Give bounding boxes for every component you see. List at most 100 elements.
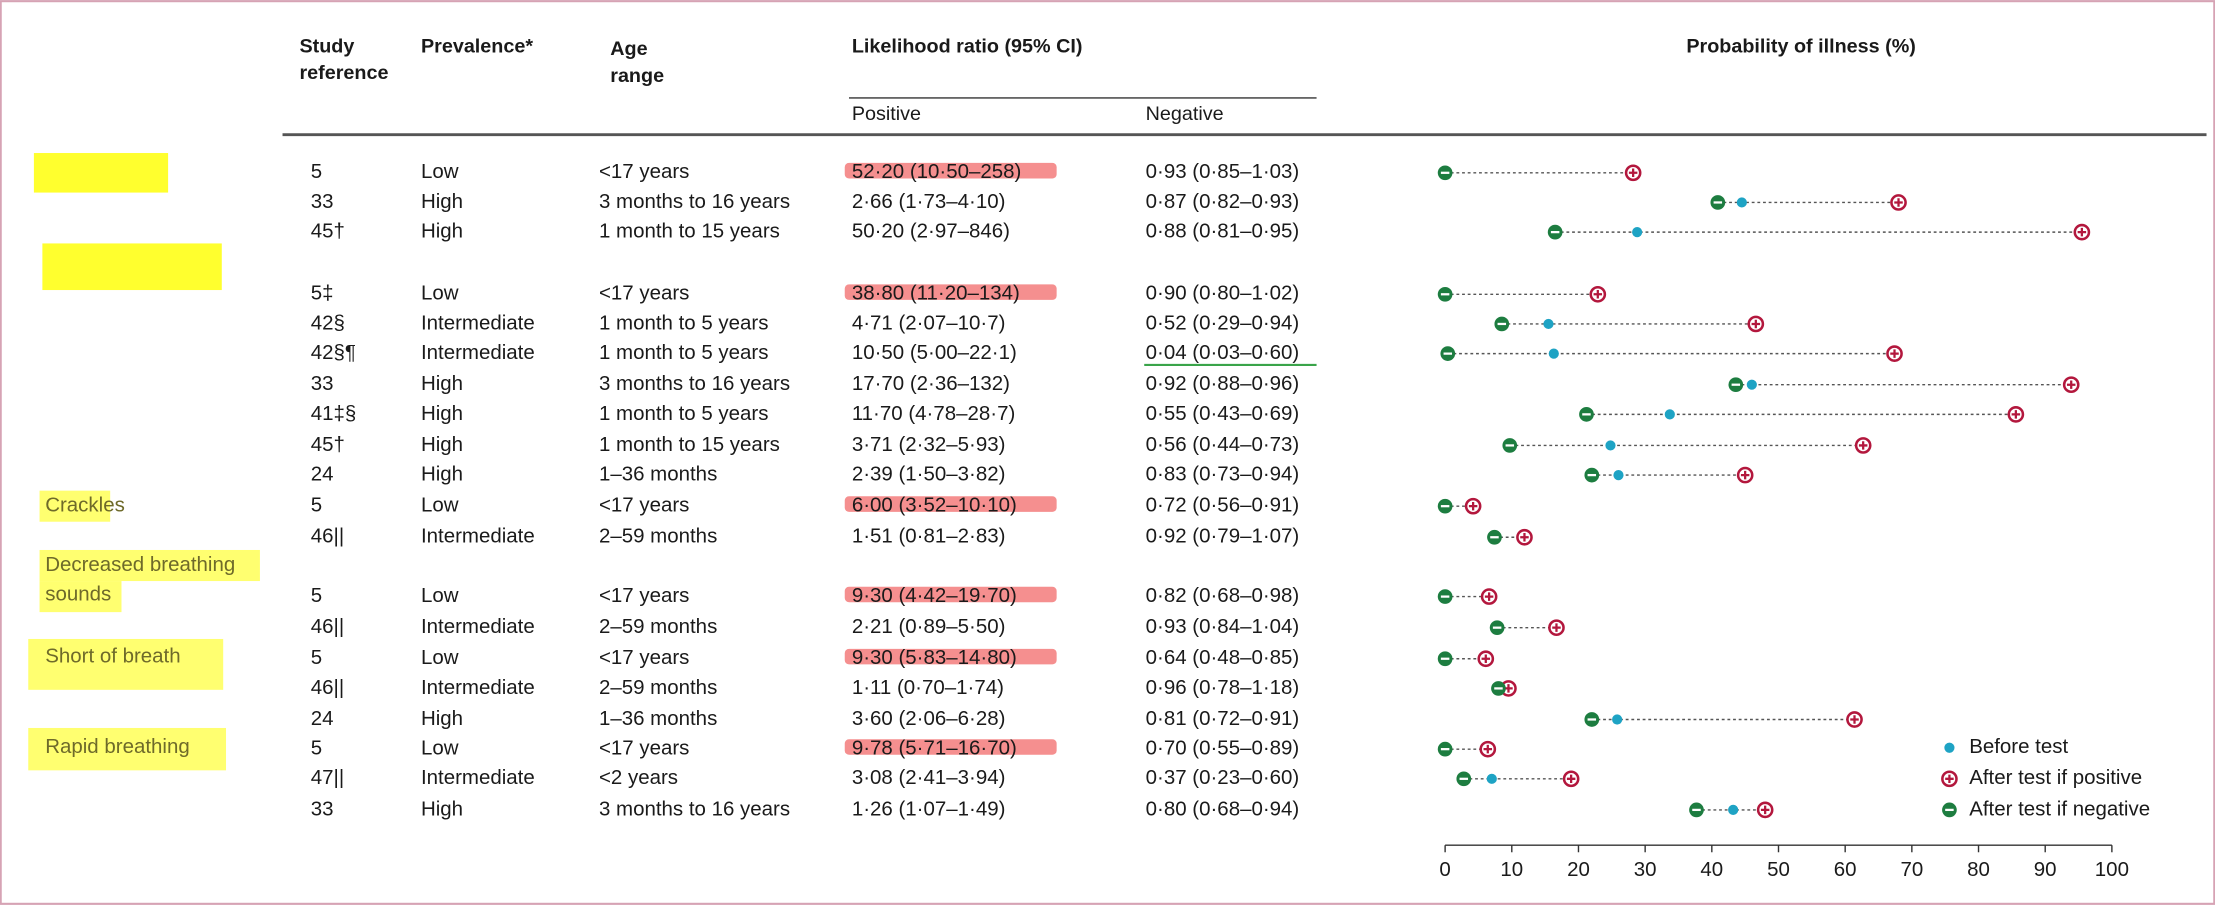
cell: 0·88 (0·81–0·95) <box>1146 220 1300 243</box>
cell: 2·39 (1·50–3·82) <box>852 463 1006 486</box>
cell: 1–36 months <box>599 463 717 486</box>
positive-marker <box>1589 285 1607 303</box>
marker-plus <box>1890 349 1899 358</box>
negative-marker <box>1487 529 1502 545</box>
cell: 2–59 months <box>599 525 717 548</box>
positive-marker <box>1846 711 1863 728</box>
cell: 1–36 months <box>599 707 717 730</box>
before-marker <box>1612 714 1623 725</box>
positive-marker <box>1747 315 1765 333</box>
negative-marker <box>1437 741 1453 757</box>
cell: 38·80 (11·20–134) <box>852 282 1020 305</box>
marker-plus <box>1945 774 1954 784</box>
positive-marker <box>1624 164 1642 182</box>
cell: Intermediate <box>421 341 535 364</box>
positive-marker <box>2062 376 2080 394</box>
header-text: Positive <box>852 103 921 125</box>
header-text: Negative <box>1146 103 1224 125</box>
negative-marker <box>1437 165 1453 181</box>
cell: Intermediate <box>421 766 535 789</box>
red-highlight <box>844 586 1057 603</box>
marker-plus <box>2011 410 2021 419</box>
positive-marker <box>2007 406 2025 423</box>
cell: 9·30 (4·42–19·70) <box>852 584 1017 607</box>
cell: 9·78 (5·71–16·70) <box>852 737 1017 760</box>
before-marker <box>1728 804 1739 815</box>
negative-marker <box>1579 407 1594 422</box>
cell: 46|| <box>311 676 344 699</box>
cell: 42§ <box>311 311 345 334</box>
before-marker <box>1632 227 1643 238</box>
before-marker <box>1548 348 1559 359</box>
header-text: Probability of illness (%) <box>1686 35 1916 57</box>
cell: 0·72 (0·56–0·91) <box>1146 494 1300 517</box>
marker-plus <box>1468 501 1478 511</box>
before-marker <box>1486 773 1497 784</box>
negative-marker <box>1728 377 1744 393</box>
cell: 5 <box>311 494 322 517</box>
cell: 9·30 (5·83–14·80) <box>852 646 1017 669</box>
cell: 1·11 (0·70–1·74) <box>852 676 1004 699</box>
cell: 0·93 (0·84–1·04) <box>1146 615 1300 638</box>
row-label: Crackles <box>45 494 125 517</box>
positive-marker <box>1479 740 1497 758</box>
negative-marker <box>1437 286 1453 302</box>
cell: 0·04 (0·03–0·60) <box>1146 341 1300 364</box>
x-tick-label: 0 <box>1439 858 1450 881</box>
table-body: 5 Low <17 years 52·20 (10·50–258) 0·93 (0·85… <box>311 160 2150 881</box>
marker-plus <box>2066 380 2076 389</box>
red-highlight <box>844 284 1057 300</box>
cell: 0·93 (0·85–1·03) <box>1146 160 1300 183</box>
cell: 0·80 (0·68–0·94) <box>1146 797 1300 820</box>
positive-marker <box>1548 619 1565 637</box>
cell: Low <box>421 282 459 305</box>
header-text: Age <box>610 38 647 60</box>
header-text: Likelihood ratio (95% CI) <box>852 35 1083 57</box>
cell: 5 <box>311 584 322 607</box>
x-tick-label: 30 <box>1634 858 1657 881</box>
before-marker <box>1613 470 1624 481</box>
cell: 1 month to 15 years <box>599 220 780 243</box>
positive-marker <box>1480 588 1498 605</box>
row-labels: Crackles Decreased breathing sounds Shor… <box>45 494 235 759</box>
marker-plus <box>1520 533 1529 542</box>
positive-marker <box>1886 345 1903 362</box>
cell: <17 years <box>599 646 689 669</box>
negative-marker <box>1437 589 1453 604</box>
cell: 24 <box>311 707 334 730</box>
x-tick-label: 90 <box>2034 858 2057 881</box>
marker-plus <box>1593 290 1603 299</box>
positive-marker <box>1941 770 1958 788</box>
cell: 1 month to 5 years <box>599 402 769 425</box>
cell: 3 months to 16 years <box>599 797 790 820</box>
positive-marker <box>1890 194 1907 211</box>
cell: 5‡ <box>311 282 334 305</box>
cell: 6·00 (3·52–10·10) <box>852 494 1017 517</box>
cell: 33 <box>311 190 334 213</box>
cell: 0·92 (0·88–0·96) <box>1146 372 1300 395</box>
red-highlight <box>844 739 1057 755</box>
cell: 0·55 (0·43–0·69) <box>1146 402 1300 425</box>
cell: Low <box>421 584 459 607</box>
cell: High <box>421 190 463 213</box>
cell: 3·08 (2·41–3·94) <box>852 766 1006 789</box>
cell: 1 month to 15 years <box>599 433 780 456</box>
label-highlights <box>28 153 260 771</box>
cell: 46|| <box>311 615 344 638</box>
highlight <box>28 727 227 771</box>
header-text: Study <box>299 35 354 57</box>
cell: High <box>421 463 463 486</box>
cell: Low <box>421 646 459 669</box>
cell: 47|| <box>311 766 344 789</box>
negative-marker <box>1689 802 1704 818</box>
cell: 5 <box>311 737 322 760</box>
cell: 0·82 (0·68–0·98) <box>1146 584 1300 607</box>
before-marker <box>1746 379 1757 390</box>
positive-marker <box>1756 801 1774 819</box>
negative-marker <box>1547 224 1563 240</box>
marker-plus <box>1760 805 1770 815</box>
red-highlight <box>844 496 1057 512</box>
positive-marker <box>1500 680 1517 697</box>
cell: 24 <box>311 463 334 486</box>
